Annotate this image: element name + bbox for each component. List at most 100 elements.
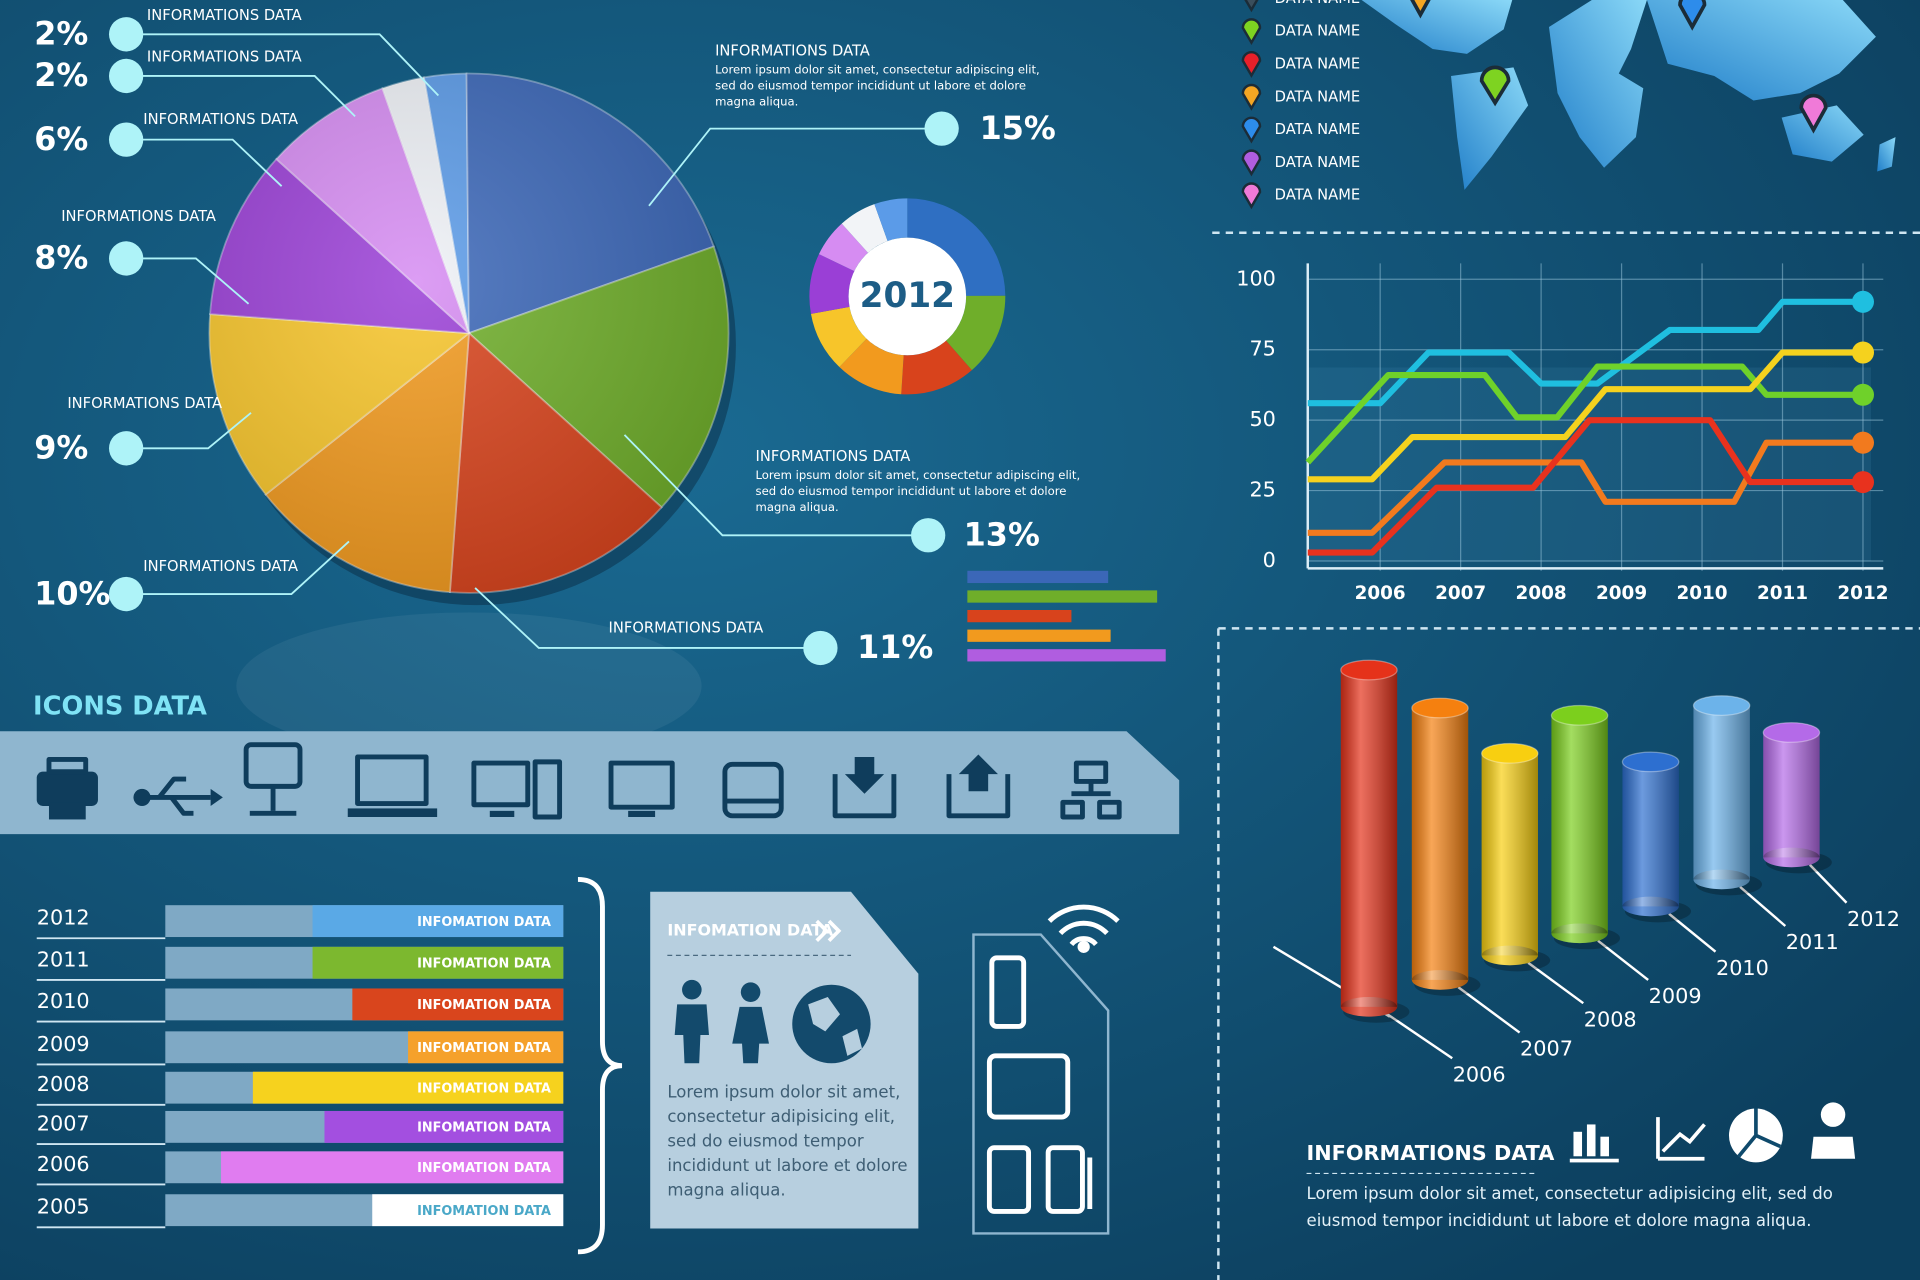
bar <box>221 1151 564 1184</box>
legend-pin <box>1241 83 1262 111</box>
device-panel <box>972 933 1110 1235</box>
slice-label: INFORMATIONS DATA <box>143 111 298 128</box>
y-tick-label: 2007 <box>37 1111 90 1135</box>
map-pins <box>1410 0 1828 134</box>
legend-label: DATA NAME <box>1275 88 1360 105</box>
end-dot <box>1851 341 1874 364</box>
leader-dot <box>803 630 838 666</box>
y-tick-label: 2005 <box>37 1195 90 1219</box>
x-tick-label: 2006 <box>1355 583 1406 604</box>
brace <box>577 877 623 1255</box>
floor-line <box>1739 885 1787 927</box>
cylinder-top <box>1692 695 1751 716</box>
x-tick-label: 2012 <box>1837 583 1888 604</box>
percent-label: 13% <box>964 515 1040 553</box>
cylinder-shading <box>1340 670 1398 1007</box>
percent-label: 2% <box>34 15 88 53</box>
wifi-dot <box>1077 940 1090 953</box>
leader-dot <box>108 241 144 276</box>
bar-label: INFOMATION DATA <box>417 1041 551 1056</box>
leader-dot <box>911 518 946 553</box>
cylinder-top <box>1621 751 1680 773</box>
legend-label: DATA NAME <box>1275 187 1360 204</box>
footer-icons <box>1569 1102 1856 1163</box>
leader-dot <box>924 111 959 146</box>
legend-label: DATA NAME <box>1275 55 1360 72</box>
cylinder-shading <box>1551 923 1608 944</box>
cylinder-shading <box>1481 753 1538 956</box>
legend-label: DATA NAME <box>1275 23 1360 40</box>
leader-line <box>623 434 929 537</box>
slice-label: INFORMATIONS DATA <box>715 42 870 59</box>
x-tick-label: 2011 <box>1757 583 1808 604</box>
leader-line <box>648 127 942 207</box>
bar-label: INFOMATION DATA <box>417 998 551 1013</box>
bar <box>312 946 564 979</box>
y-tick-label: 2012 <box>37 906 90 930</box>
percent-label: 11% <box>857 628 933 666</box>
section-title: ICONS DATA <box>33 691 207 721</box>
card-title: INFOMATION DATA <box>667 920 834 939</box>
line-chart: 0 25 50 75 100 2006 2007 2008 2009 2010 2011 2012 <box>1236 263 1889 604</box>
leader-line <box>126 257 250 305</box>
y-tick-label: 2006 <box>37 1152 90 1176</box>
x-tick-label: 2008 <box>1516 583 1567 604</box>
cylinder-shading <box>1340 997 1398 1017</box>
legend-pin <box>1241 116 1262 144</box>
x-tick-label: 2007 <box>1520 1037 1573 1061</box>
y-tick-label: 2010 <box>37 989 90 1013</box>
y-tick-label: 2009 <box>37 1032 90 1056</box>
x-tick-label: 2010 <box>1676 583 1727 604</box>
hbar-chart: 2012 INFOMATION DATA 2011 INFOMATION DATA 20… <box>37 905 564 1229</box>
leader-dot <box>108 576 144 612</box>
legend-pin <box>1241 149 1262 177</box>
pie-chart: 2% INFORMATIONS DATA 15% INFORMATIONS DATA L… <box>34 7 1080 760</box>
slice-label: INFORMATIONS DATA <box>67 395 222 412</box>
leader-line <box>126 75 356 118</box>
cylinder-shading <box>1693 705 1750 880</box>
bar-label: INFOMATION DATA <box>417 1161 551 1176</box>
slice-label: INFORMATIONS DATA <box>609 619 764 636</box>
legend-pin <box>1241 182 1262 210</box>
devices <box>986 904 1120 1214</box>
bar <box>408 1031 564 1064</box>
bar-label: INFOMATION DATA <box>417 1121 551 1136</box>
donut-center <box>848 237 967 356</box>
world-map <box>1361 0 1896 190</box>
x-tick-label: 2008 <box>1584 1007 1637 1031</box>
cylinder-shading <box>1481 945 1538 966</box>
x-tick-label: 2009 <box>1649 984 1702 1008</box>
slice-label: INFORMATIONS DATA <box>61 208 216 225</box>
leader-line <box>126 412 252 450</box>
slice-description-box: Lorem ipsum dolor sit amet, consectetur … <box>715 64 1040 109</box>
globe-land <box>808 997 863 1056</box>
y-tick-label: 2011 <box>37 947 90 971</box>
bar <box>312 905 564 938</box>
leader-line <box>126 33 440 97</box>
y-tick-label: 2008 <box>37 1072 90 1096</box>
percent-label: 8% <box>34 239 88 277</box>
floor-line <box>1668 912 1717 953</box>
floor-line <box>1527 961 1584 1005</box>
cylinder-shading <box>1622 761 1679 907</box>
leader-dot <box>108 122 144 157</box>
donut-label: 2012 <box>860 276 955 316</box>
card-text: Lorem ipsum dolor sit amet, consectetur … <box>667 1082 908 1201</box>
y-tick-label: 100 <box>1236 266 1276 290</box>
slice-label: INFORMATIONS DATA <box>756 448 911 465</box>
cylinder-shading <box>1763 847 1820 868</box>
end-dot <box>1851 383 1874 406</box>
bar <box>352 988 564 1021</box>
percent-label: 9% <box>34 429 88 467</box>
cylinder-top <box>1411 697 1469 719</box>
legend-pin <box>1244 0 1259 13</box>
y-tick-label: 75 <box>1249 337 1275 361</box>
series-line <box>1305 363 1863 465</box>
decor-bars <box>967 570 1166 662</box>
footer-title: INFORMATIONS DATA <box>1307 1141 1555 1165</box>
pie-shade <box>209 73 729 593</box>
separators <box>1212 231 1920 1280</box>
leader-dot <box>108 58 144 94</box>
bar <box>372 1194 564 1227</box>
